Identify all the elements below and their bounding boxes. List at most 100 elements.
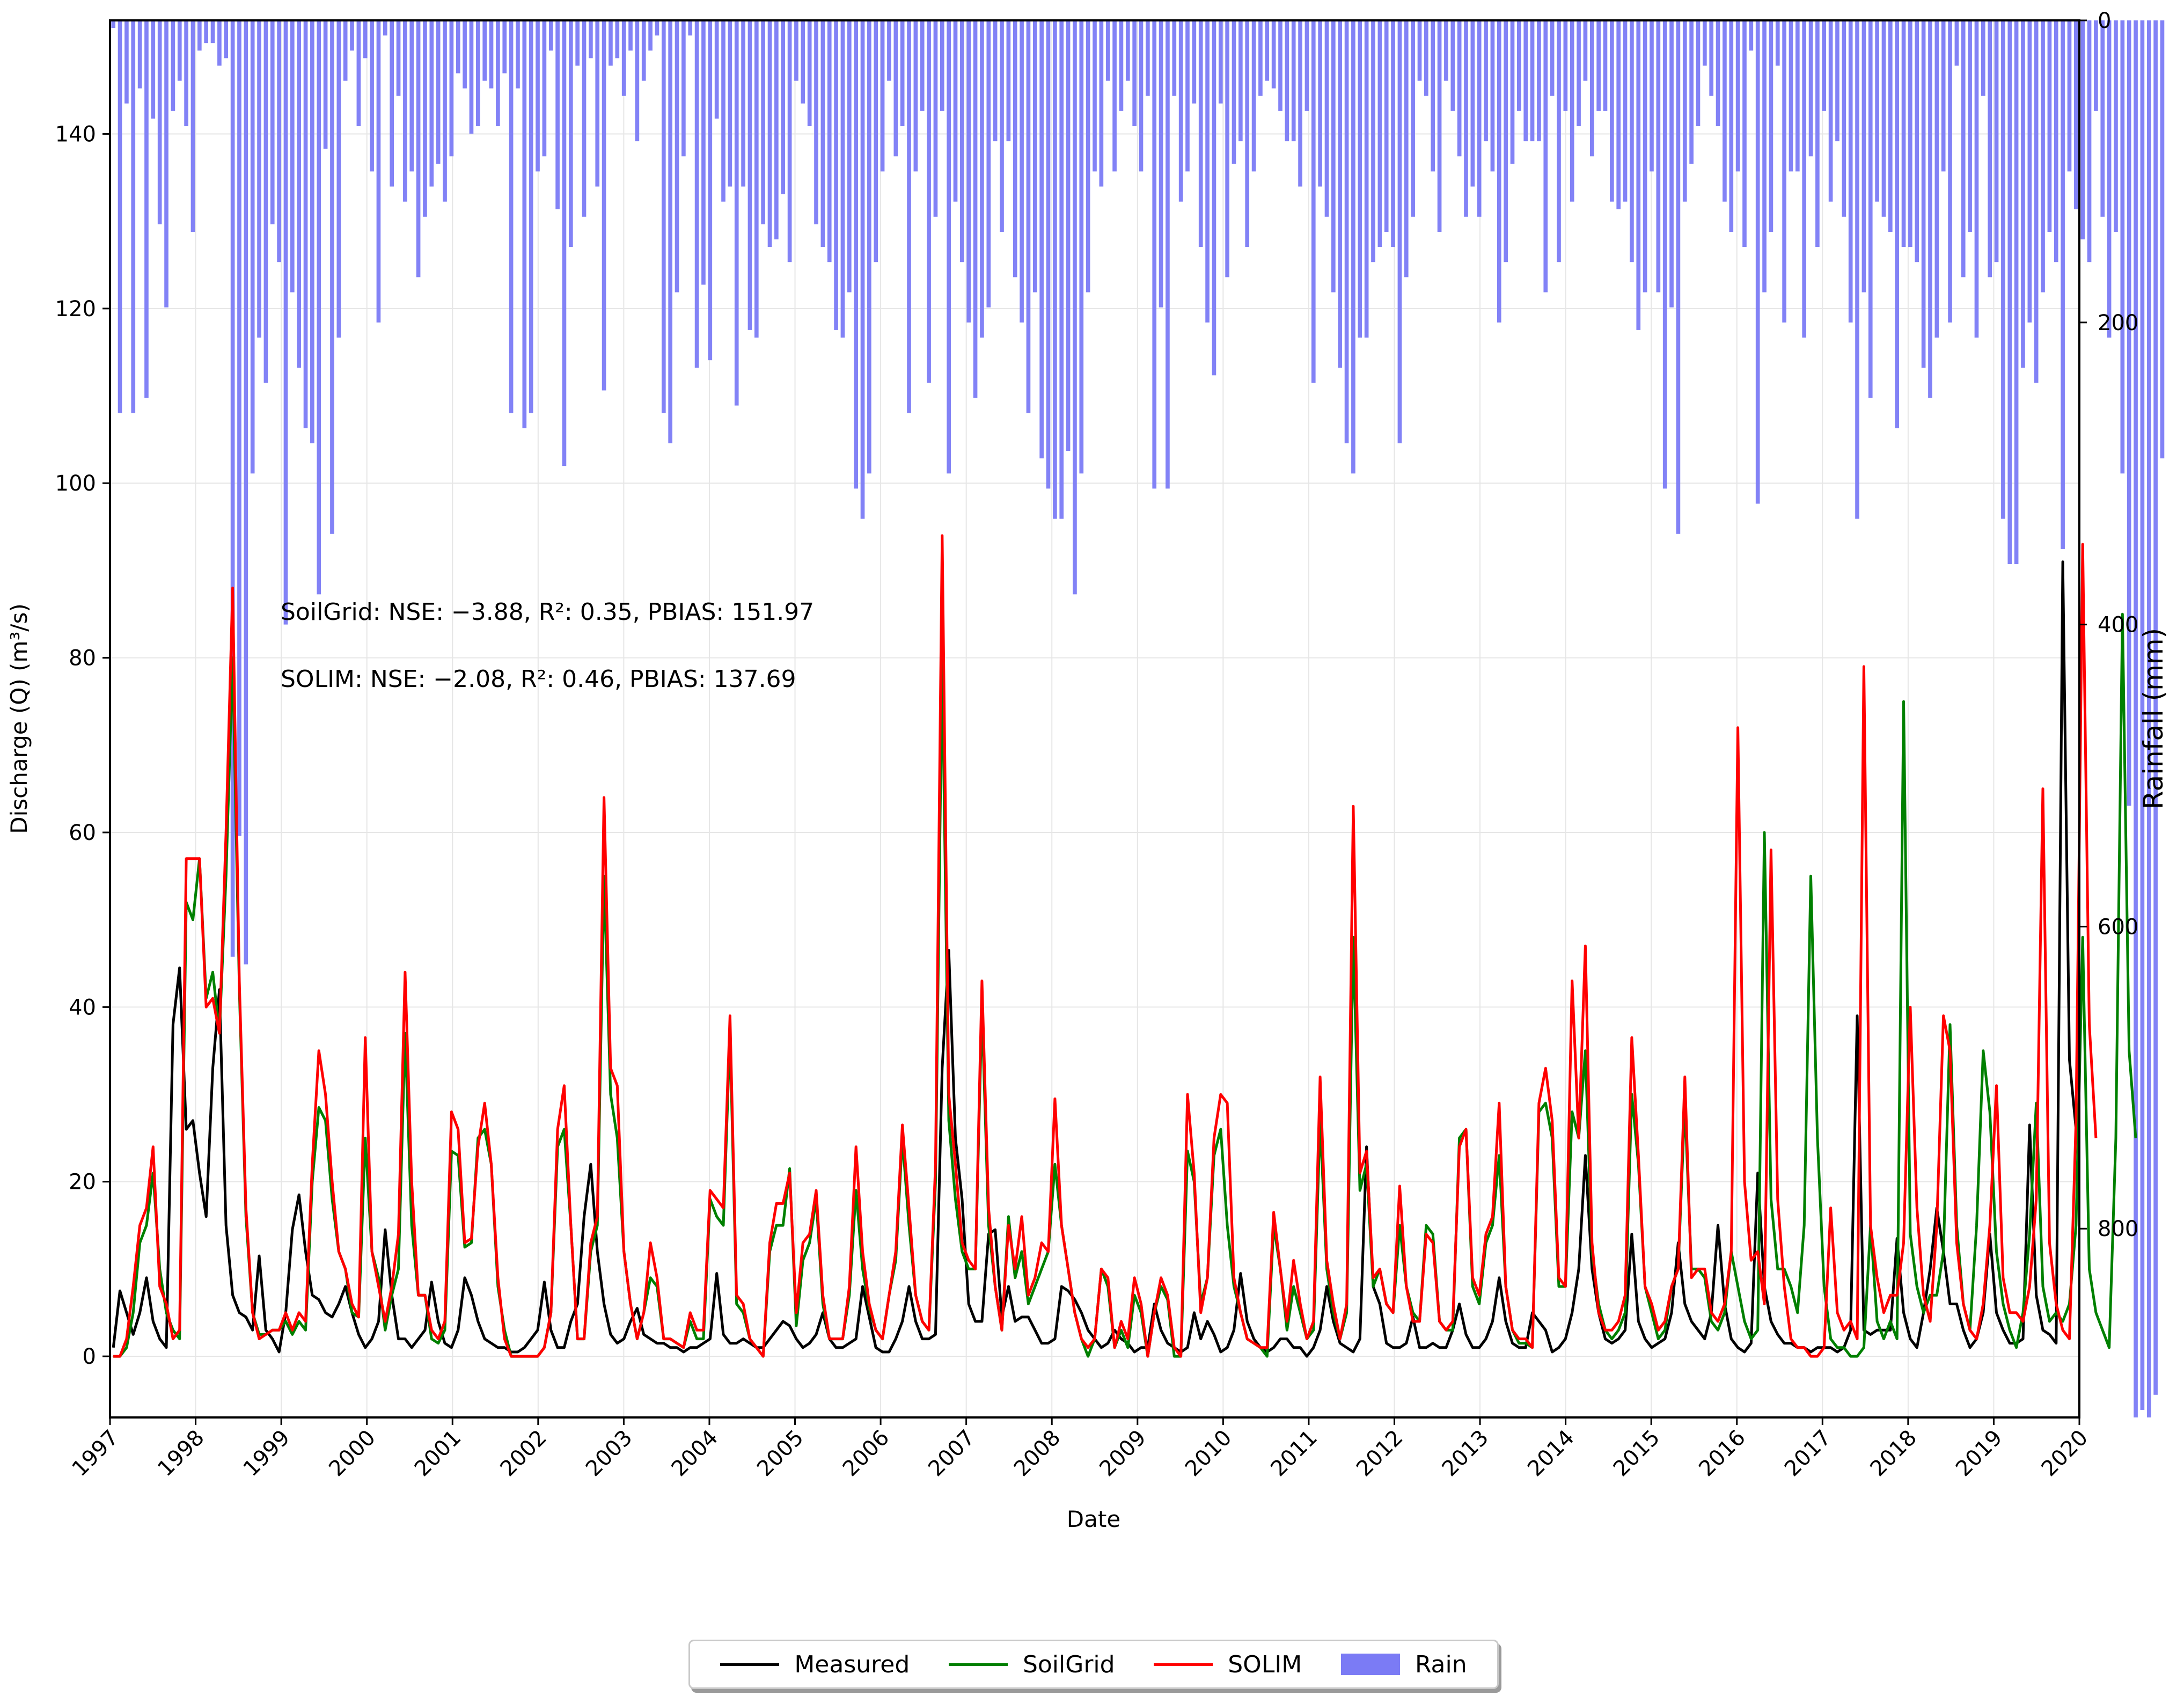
rain-bar	[1848, 20, 1853, 323]
rain-bar	[376, 20, 381, 323]
x-tick-label: 2012	[1352, 1425, 1408, 1482]
rain-bar	[1344, 20, 1349, 443]
rain-bar	[2140, 20, 2145, 1410]
rain-bar	[681, 20, 686, 157]
rain-bar	[1026, 20, 1031, 413]
rain-bar	[1172, 20, 1177, 96]
rain-bar	[920, 20, 925, 111]
x-tick-label: 2016	[1694, 1425, 1750, 1482]
rain-bar	[1875, 20, 1879, 202]
rain-bar	[1676, 20, 1681, 534]
rain-bar	[1921, 20, 1926, 368]
rain-bar	[257, 20, 261, 338]
rain-bars	[111, 20, 2165, 1417]
rain-bar	[1808, 20, 1813, 157]
rain-bar	[887, 20, 891, 81]
rain-bar	[1703, 20, 1707, 66]
rain-bar	[1251, 20, 1256, 172]
rain-bar	[734, 20, 739, 406]
rain-bar	[1046, 20, 1051, 489]
rain-bar	[2014, 20, 2019, 565]
rain-bar	[1723, 20, 1727, 202]
legend-label-rain: Rain	[1415, 1650, 1467, 1678]
rain-bar	[131, 20, 136, 413]
rain-bar	[1139, 20, 1144, 172]
rain-bar	[423, 20, 427, 217]
y-tick-label-left: 40	[69, 995, 96, 1020]
rain-bar	[714, 20, 719, 119]
rain-bar	[1988, 20, 1992, 277]
rain-bar	[2027, 20, 2032, 323]
rain-bar	[542, 20, 547, 157]
rain-bar	[1623, 20, 1628, 202]
rain-bar	[1291, 20, 1296, 142]
rain-bar	[2054, 20, 2058, 262]
rain-bar	[655, 20, 659, 36]
rain-bar	[336, 20, 341, 338]
rain-bar	[754, 20, 759, 338]
rain-bar	[522, 20, 527, 428]
rain-bar	[197, 20, 202, 51]
rain-bar	[787, 20, 792, 262]
rain-bar	[854, 20, 858, 489]
rain-bar	[1278, 20, 1282, 111]
rain-bar	[323, 20, 328, 149]
rain-bar	[204, 20, 209, 43]
rain-bar	[118, 20, 122, 413]
rain-bar	[1152, 20, 1157, 489]
rain-bar	[1855, 20, 1859, 519]
rain-bar	[1861, 20, 1866, 293]
rain-bar	[635, 20, 640, 142]
rain-bar	[1934, 20, 1939, 338]
rain-bar	[913, 20, 918, 172]
rain-bar	[409, 20, 414, 172]
rain-bar	[1530, 20, 1535, 142]
rain-bar	[237, 20, 241, 836]
x-tick-label: 2020	[2037, 1425, 2093, 1482]
rain-bar	[277, 20, 281, 262]
rain-bar	[1338, 20, 1343, 368]
rain-bar	[396, 20, 401, 96]
rain-bar	[1974, 20, 1979, 338]
rain-bar	[297, 20, 302, 368]
rain-bar	[1961, 20, 1966, 277]
rain-bar	[874, 20, 878, 262]
x-tick-label: 2010	[1181, 1425, 1237, 1482]
rain-bar	[575, 20, 580, 66]
rain-bar	[1424, 20, 1428, 96]
rain-bar	[1470, 20, 1475, 187]
x-axis: 1997 1998 1999 2000 2001 2002 2003 2004 2005 2006…	[68, 1417, 2093, 1481]
rain-bar	[847, 20, 852, 293]
y-tick-label-left: 140	[55, 122, 96, 147]
rain-bar	[363, 20, 368, 59]
rain-bar	[980, 20, 984, 338]
rain-bar	[548, 20, 553, 51]
rain-bar	[1656, 20, 1661, 293]
rain-bar	[1484, 20, 1488, 142]
rain-bar	[157, 20, 162, 224]
rain-bar	[2146, 20, 2151, 1417]
rain-bar	[1822, 20, 1827, 111]
rain-bar	[1093, 20, 1097, 172]
x-tick-label: 2008	[1009, 1425, 1066, 1482]
rain-bar	[2073, 20, 2078, 209]
rain-bar	[2160, 20, 2165, 459]
rain-bar	[1603, 20, 1608, 111]
rain-bar	[151, 20, 156, 119]
rain-bar	[708, 20, 713, 361]
rain-bar	[1225, 20, 1229, 277]
rain-bar	[2007, 20, 2012, 565]
x-tick-label: 2009	[1095, 1425, 1151, 1482]
rain-bar	[502, 20, 507, 74]
rain-bar	[675, 20, 679, 293]
y-axis-label-right: Rainfall (mm)	[2138, 628, 2169, 809]
rain-bar	[960, 20, 964, 262]
y-axis-left: 0 20 40 60 80 100 120 140	[55, 122, 110, 1369]
rain-bar	[628, 20, 633, 51]
x-tick-label: 2013	[1438, 1425, 1494, 1482]
rain-bar	[1915, 20, 1919, 262]
x-tick-label: 2017	[1780, 1425, 1836, 1482]
rain-bar	[164, 20, 168, 308]
rain-bar	[1437, 20, 1442, 232]
